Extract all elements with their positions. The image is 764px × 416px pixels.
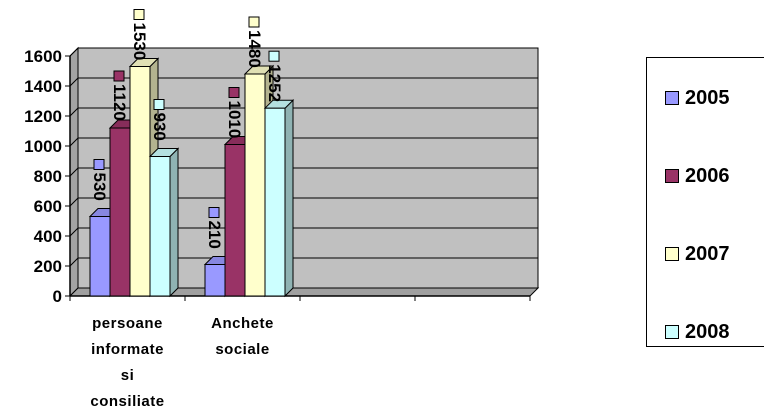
bar (129, 66, 151, 297)
bar (224, 144, 246, 297)
bar-chart: 0 200 400 600 800 1000 1200 1400 1600 530 210 1120 1… (24, 9, 540, 410)
data-label: 1480 (245, 30, 264, 68)
data-label-key (248, 16, 260, 28)
bar (204, 264, 226, 297)
category-label: consiliate (90, 393, 164, 410)
legend-item: 2005 (665, 86, 730, 110)
y-tick-label: 1200 (24, 107, 62, 126)
data-label-key (208, 207, 220, 218)
legend-item: 2007 (665, 242, 730, 266)
data-label: 930 (150, 113, 169, 141)
legend-label: 2008 (685, 320, 730, 343)
y-tick-label: 200 (34, 257, 62, 276)
data-label: 210 (205, 221, 224, 249)
y-tick-label: 0 (53, 287, 62, 306)
gridline (69, 47, 538, 57)
legend-swatch (665, 247, 679, 261)
y-tick-label: 400 (34, 227, 62, 246)
data-label: 1010 (225, 101, 244, 139)
bar-side (169, 147, 179, 298)
y-tick-label: 1000 (24, 137, 62, 156)
bar (109, 127, 131, 297)
legend-item: 2008 (665, 320, 730, 344)
category-label: informate (91, 341, 164, 358)
bar (149, 156, 171, 297)
gridline (69, 167, 538, 177)
data-label-key (268, 50, 280, 62)
category-label: sociale (215, 341, 269, 358)
data-label-key (93, 159, 105, 170)
bar (264, 107, 286, 297)
gridline (69, 257, 538, 267)
y-tick-label: 800 (34, 167, 62, 186)
data-label: 1252 (265, 64, 284, 102)
y-tick-label: 1600 (24, 47, 62, 66)
category-label: persoane (92, 315, 163, 332)
bar (89, 216, 111, 297)
category-label: Anchete (211, 315, 274, 332)
data-label-key (153, 99, 165, 110)
legend-label: 2007 (685, 242, 730, 265)
category-label: si (121, 367, 135, 384)
legend: 2005 2006 2007 2008 (646, 57, 764, 347)
data-label: 530 (90, 173, 109, 201)
data-label-key (228, 87, 240, 98)
legend-label: 2006 (685, 164, 730, 187)
legend-label: 2005 (685, 86, 730, 109)
data-label: 1120 (110, 84, 129, 121)
bar-side (284, 98, 294, 298)
gridline (69, 197, 538, 207)
data-label-key (133, 9, 145, 20)
y-tick-label: 600 (34, 197, 62, 216)
legend-swatch (665, 325, 679, 339)
gridline (69, 107, 538, 117)
data-label-key (113, 70, 125, 82)
legend-item: 2006 (665, 164, 730, 188)
legend-swatch (665, 91, 679, 105)
gridline (69, 137, 538, 147)
y-tick-label: 1400 (24, 77, 62, 96)
gridline (69, 227, 538, 237)
legend-swatch (665, 169, 679, 183)
gridline (69, 77, 538, 87)
data-label: 1530 (130, 23, 149, 61)
bar (244, 73, 266, 297)
